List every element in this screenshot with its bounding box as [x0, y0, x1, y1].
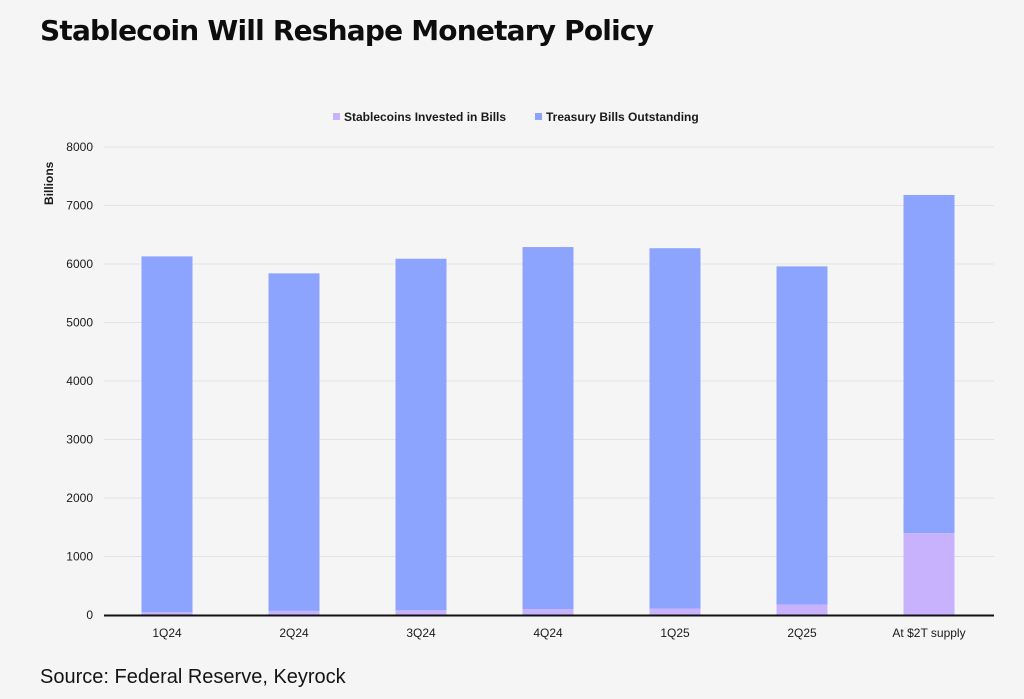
- legend-label-treasury: Treasury Bills Outstanding: [546, 110, 699, 124]
- bars: [141, 194, 955, 615]
- y-tick-label: 0: [86, 608, 93, 622]
- legend-label-stablecoins: Stablecoins Invested in Bills: [344, 110, 506, 124]
- legend: Stablecoins Invested in Bills Treasury Bi…: [333, 110, 699, 124]
- bar-stablecoins-invested: [776, 604, 828, 615]
- y-tick-label: 6000: [66, 257, 93, 271]
- legend-swatch-treasury: [535, 113, 542, 120]
- y-tick-label: 7000: [66, 199, 93, 213]
- legend-swatch-stablecoins: [333, 113, 340, 120]
- y-tick-label: 1000: [66, 550, 93, 564]
- bar-treasury-bills: [903, 194, 955, 534]
- x-tick-label: 2Q24: [279, 626, 309, 640]
- y-tick-label: 2000: [66, 491, 93, 505]
- x-tick-label: 4Q24: [533, 626, 563, 640]
- bar-stablecoins-invested: [395, 610, 447, 615]
- x-axis-ticks: 1Q24 2Q24 3Q24 4Q24 1Q25 2Q25 At $2T supply: [152, 626, 965, 640]
- y-axis-ticks: 0 1000 2000 3000 4000 5000 6000 7000 8000: [66, 140, 93, 622]
- bar-treasury-bills: [141, 256, 193, 613]
- x-tick-label: 2Q25: [787, 626, 817, 640]
- bar-treasury-bills: [268, 273, 320, 611]
- y-tick-label: 8000: [66, 140, 93, 154]
- bar-treasury-bills: [395, 258, 447, 611]
- bar-treasury-bills: [522, 247, 574, 610]
- bar-stablecoins-invested: [268, 610, 320, 615]
- x-tick-label: 1Q24: [152, 626, 182, 640]
- stacked-bar-chart: 0 1000 2000 3000 4000 5000 6000 7000 8000 1Q24 2Q…: [42, 110, 994, 640]
- bar-stablecoins-invested: [649, 608, 701, 615]
- bar-treasury-bills: [776, 266, 828, 605]
- y-tick-label: 3000: [66, 433, 93, 447]
- y-tick-label: 4000: [66, 374, 93, 388]
- x-tick-label: 3Q24: [406, 626, 436, 640]
- bar-treasury-bills: [649, 248, 701, 609]
- chart-title: Stablecoin Will Reshape Monetary Policy: [40, 14, 654, 47]
- bar-stablecoins-invested: [903, 533, 955, 615]
- y-axis-title: Billions: [42, 161, 56, 205]
- x-tick-label: At $2T supply: [892, 626, 965, 640]
- bar-stablecoins-invested: [522, 609, 574, 615]
- bar-stablecoins-invested: [141, 612, 193, 615]
- x-tick-label: 1Q25: [660, 626, 690, 640]
- source-note: Source: Federal Reserve, Keyrock: [40, 666, 346, 688]
- y-tick-label: 5000: [66, 316, 93, 330]
